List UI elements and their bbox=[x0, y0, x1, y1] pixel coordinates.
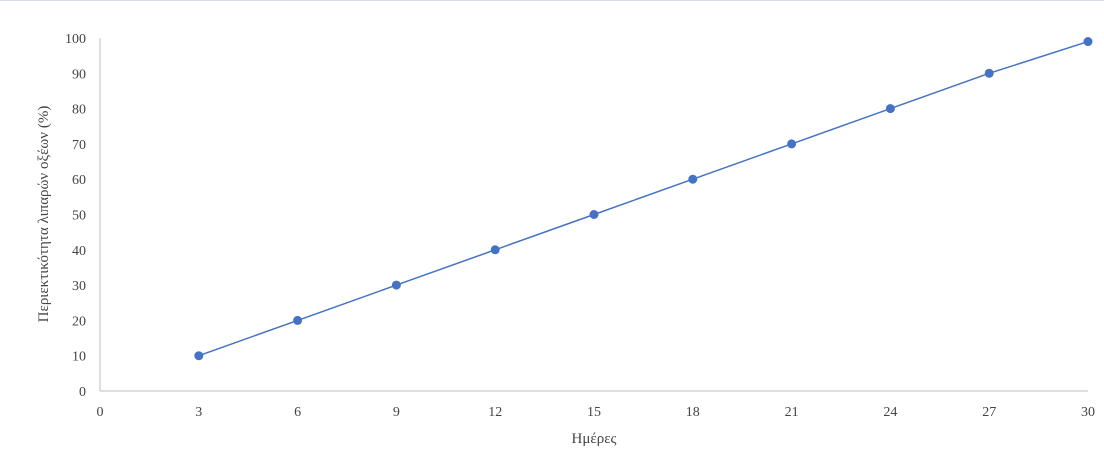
axes bbox=[99, 38, 1088, 392]
data-point bbox=[391, 280, 401, 290]
x-tick-label: 15 bbox=[587, 405, 601, 420]
y-tick-label: 80 bbox=[72, 103, 86, 118]
x-tick-label: 27 bbox=[982, 405, 996, 420]
y-tick-label: 60 bbox=[72, 173, 86, 188]
y-tick-label: 20 bbox=[72, 314, 86, 329]
data-point bbox=[688, 174, 698, 184]
y-tick-label: 90 bbox=[72, 67, 86, 82]
y-tick-label: 10 bbox=[72, 350, 86, 365]
data-point bbox=[293, 315, 303, 325]
y-tick-label: 40 bbox=[72, 244, 86, 259]
x-tick-label: 18 bbox=[686, 405, 700, 420]
x-tick-label: 24 bbox=[883, 405, 897, 420]
y-tick-label: 100 bbox=[65, 32, 86, 47]
data-point bbox=[490, 245, 500, 255]
x-tick-label: 21 bbox=[785, 405, 799, 420]
x-tick-label: 9 bbox=[393, 405, 400, 420]
x-axis-title: Ημέρες bbox=[572, 431, 617, 447]
x-tick-label: 3 bbox=[195, 405, 202, 420]
x-tick-labels: 0 3 6 9 12 15 18 21 24 27 30 bbox=[97, 405, 1096, 420]
data-point bbox=[1083, 37, 1093, 47]
series-line bbox=[198, 40, 1089, 357]
y-tick-label: 50 bbox=[72, 209, 86, 224]
data-point bbox=[984, 68, 994, 78]
x-tick-label: 12 bbox=[488, 405, 502, 420]
x-tick-label: 30 bbox=[1081, 405, 1095, 420]
y-tick-label: 0 bbox=[79, 385, 86, 400]
y-tick-label: 70 bbox=[72, 138, 86, 153]
series-line-group bbox=[198, 40, 1089, 357]
x-tick-label: 6 bbox=[294, 405, 301, 420]
data-point bbox=[194, 351, 204, 361]
data-point bbox=[885, 104, 895, 114]
data-point bbox=[787, 139, 797, 149]
y-tick-labels: 0 10 20 30 40 50 60 70 80 90 100 bbox=[65, 32, 86, 400]
y-axis-title: Περιεκτικότητα λιπαρών οξέων (%) bbox=[36, 106, 52, 323]
x-tick-label: 0 bbox=[97, 405, 104, 420]
y-tick-label: 30 bbox=[72, 279, 86, 294]
series-points bbox=[194, 37, 1093, 361]
data-point bbox=[589, 210, 599, 219]
